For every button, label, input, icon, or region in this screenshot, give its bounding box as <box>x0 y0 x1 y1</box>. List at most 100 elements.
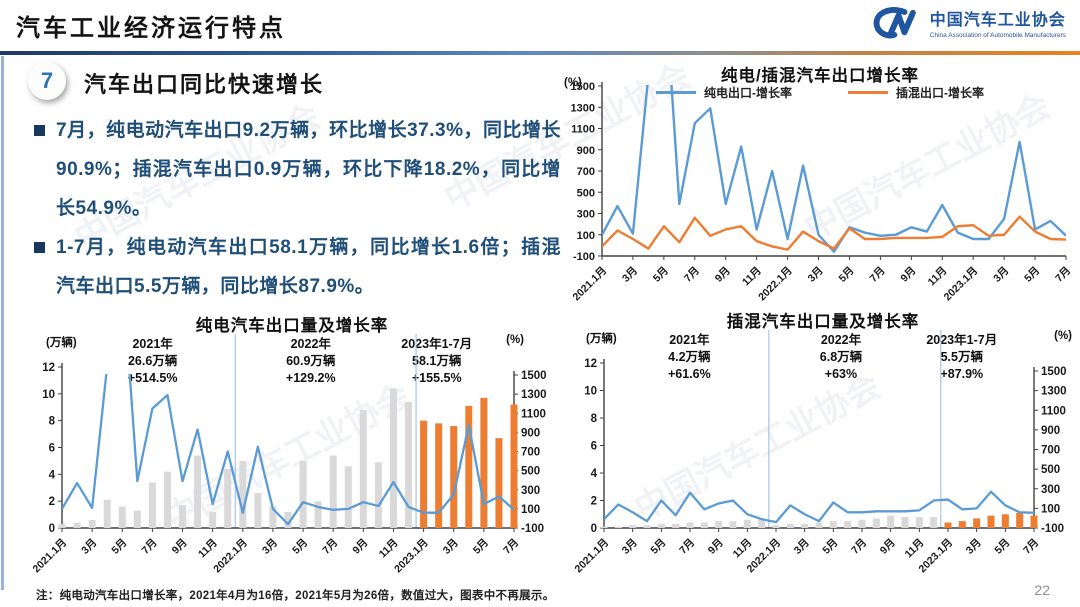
year-annotation: 2023年1-7月 58.1万辆 +155.5% <box>356 336 517 387</box>
caam-logo-icon <box>869 5 923 46</box>
svg-text:3月: 3月 <box>806 265 826 285</box>
svg-text:-100: -100 <box>573 251 595 263</box>
svg-text:0: 0 <box>591 523 597 535</box>
svg-text:300: 300 <box>1041 484 1060 496</box>
footnote: 注：纯电动汽车出口增长率，2021年4月为16倍，2021年5月为26倍，数值过… <box>36 590 555 602</box>
svg-text:100: 100 <box>1041 503 1060 515</box>
svg-text:500: 500 <box>521 466 540 478</box>
svg-text:7月: 7月 <box>849 537 869 557</box>
caam-logo: 中国汽车工业协会 China Association of Automobile… <box>869 5 1066 46</box>
growth-line <box>62 374 514 526</box>
svg-text:700: 700 <box>1041 445 1060 457</box>
bev-export-volume-chart: 纯电汽车出口量及增长率 (万辆) (%) 2021年 26.6万辆 +514.5% 2… <box>24 310 560 590</box>
svg-text:5月: 5月 <box>290 537 310 557</box>
svg-text:2021.1月: 2021.1月 <box>30 537 69 576</box>
annotation-volume: 60.9万辆 <box>286 353 336 368</box>
bars-group <box>600 512 1038 528</box>
svg-text:12: 12 <box>584 358 597 370</box>
annotation-period: 2022年 <box>290 337 331 351</box>
logo-name-cn: 中国汽车工业协会 <box>929 12 1066 30</box>
svg-text:7月: 7月 <box>1021 537 1041 557</box>
svg-text:12: 12 <box>42 362 55 374</box>
annotation-period: 2023年1-7月 <box>926 333 998 347</box>
growth-line <box>604 490 1034 524</box>
chart-canvas: 12 10 8 6 4 2 0 1500 1300 1100 900 700 500 300 100 -100… <box>30 334 547 576</box>
title-divider <box>0 51 1080 55</box>
svg-text:1500: 1500 <box>571 81 595 93</box>
svg-text:2021.1月: 2021.1月 <box>572 537 611 576</box>
bullet-list: 7月，纯电动汽车出口9.2万辆，环比增长37.3%，同比增长90.9%；插混汽车… <box>34 112 561 307</box>
svg-text:500: 500 <box>1041 464 1060 476</box>
annotation-growth: +87.9% <box>940 366 984 381</box>
section-number-badge: 7 <box>28 62 66 100</box>
svg-text:1500: 1500 <box>1041 366 1067 378</box>
y-axis-unit-label: (%) <box>564 77 582 89</box>
annotation-growth: +129.2% <box>285 370 336 385</box>
svg-text:9月: 9月 <box>350 537 370 557</box>
year-annotation: 2021年 26.6万辆 +514.5% <box>72 336 233 387</box>
svg-text:11月: 11月 <box>903 537 927 561</box>
svg-text:3月: 3月 <box>260 537 280 557</box>
svg-text:9月: 9月 <box>898 265 918 285</box>
svg-text:3月: 3月 <box>964 537 984 557</box>
chart-annotations: 2021年 26.6万辆 +514.5% 2022年 60.9万辆 +129.2% 2023… <box>24 336 560 388</box>
svg-text:6: 6 <box>591 441 597 453</box>
svg-text:7月: 7月 <box>867 265 887 285</box>
annotation-period: 2021年 <box>669 333 710 347</box>
svg-text:1100: 1100 <box>571 124 595 136</box>
svg-text:11月: 11月 <box>740 265 764 289</box>
svg-text:5月: 5月 <box>648 537 668 557</box>
annotation-growth: +514.5% <box>127 370 178 385</box>
left-axis-unit-label: (万辆) <box>586 333 617 345</box>
bullet-item: 7月，纯电动汽车出口9.2万辆，环比增长37.3%，同比增长90.9%；插混汽车… <box>34 112 561 229</box>
annotation-volume: 6.8万辆 <box>819 349 863 364</box>
svg-text:3月: 3月 <box>620 537 640 557</box>
svg-text:5月: 5月 <box>837 265 857 285</box>
svg-text:3月: 3月 <box>441 537 461 557</box>
svg-text:7月: 7月 <box>501 537 521 557</box>
legend-line-swatch <box>848 91 888 94</box>
svg-text:1500: 1500 <box>521 370 547 382</box>
bullet-text: 1-7月，纯电动汽车出口58.1万辆，同比增长1.6倍；插混汽车出口5.5万辆，… <box>56 236 561 297</box>
svg-text:8: 8 <box>49 416 56 428</box>
annotation-volume: 58.1万辆 <box>412 353 462 368</box>
svg-text:10: 10 <box>42 389 55 401</box>
svg-text:5月: 5月 <box>1022 265 1042 285</box>
svg-text:9月: 9月 <box>878 537 898 557</box>
svg-text:3月: 3月 <box>79 537 99 557</box>
annotation-volume: 5.5万辆 <box>940 349 983 364</box>
svg-text:2021.1月: 2021.1月 <box>570 265 609 304</box>
chart-title: 纯电汽车出口量及增长率 <box>195 317 389 335</box>
svg-text:10: 10 <box>584 386 597 398</box>
chart-title: 插混汽车出口量及增长率 <box>726 313 920 331</box>
svg-text:11月: 11月 <box>196 537 220 561</box>
annotation-growth: +155.5% <box>411 370 462 385</box>
svg-text:1100: 1100 <box>1041 405 1066 417</box>
annotation-growth: +61.6% <box>667 366 711 381</box>
svg-text:5月: 5月 <box>992 537 1012 557</box>
annotation-period: 2021年 <box>132 337 173 351</box>
svg-text:700: 700 <box>521 447 540 459</box>
svg-text:900: 900 <box>521 427 540 439</box>
chart-legend: 纯电出口-增长率 插混出口-增长率 <box>560 84 1080 101</box>
svg-text:3月: 3月 <box>792 537 812 557</box>
annotation-period: 2023年1-7月 <box>401 337 473 351</box>
svg-text:2023.1月: 2023.1月 <box>942 265 981 304</box>
svg-text:7月: 7月 <box>320 537 340 557</box>
svg-text:9月: 9月 <box>706 537 726 557</box>
svg-text:5月: 5月 <box>820 537 840 557</box>
svg-text:0: 0 <box>49 523 55 535</box>
svg-text:4: 4 <box>49 469 56 481</box>
svg-text:2022.1月: 2022.1月 <box>756 265 795 304</box>
bullet-square-icon <box>34 125 45 136</box>
legend-item: 插混出口-增长率 <box>848 84 984 101</box>
page-number: 22 <box>1034 582 1050 598</box>
page-title: 汽车工业经济运行特点 <box>16 15 286 42</box>
svg-text:7月: 7月 <box>682 265 702 285</box>
annotation-growth: +63% <box>824 366 858 381</box>
svg-text:1300: 1300 <box>571 102 595 114</box>
year-annotation: 2021年 4.2万辆 +61.6% <box>612 332 766 383</box>
svg-text:3月: 3月 <box>991 265 1011 285</box>
svg-text:9月: 9月 <box>713 265 733 285</box>
